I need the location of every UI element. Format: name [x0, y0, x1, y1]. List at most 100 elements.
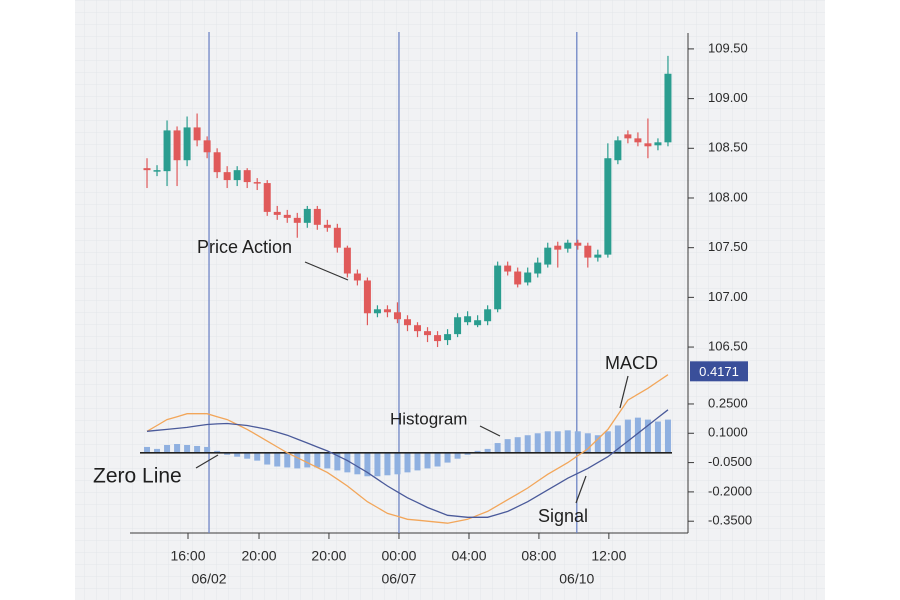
pointer [479, 425, 501, 437]
annotation: Price Action [197, 237, 292, 257]
candle-body [223, 172, 231, 181]
candle-body [584, 245, 592, 258]
histogram-bar [504, 439, 511, 453]
histogram-bar [384, 452, 391, 476]
histogram-bar [634, 417, 641, 453]
histogram-bar [604, 431, 611, 453]
candle-body [143, 168, 151, 171]
x-tick-label: 20:00 [311, 548, 346, 564]
candle-body [654, 142, 662, 146]
histogram-bar [144, 446, 151, 453]
candle-body [313, 208, 321, 225]
candle-body [233, 170, 241, 181]
candle-body [554, 245, 562, 250]
axes: 109.50 109.00 108.50 108.00 107.50 107.00 106.… [170, 40, 752, 586]
candle-body [253, 182, 261, 184]
candle-body [574, 242, 582, 246]
date-label: 06/07 [381, 571, 416, 587]
y-tick-label: 108.50 [708, 140, 748, 155]
histogram-bar [444, 452, 451, 463]
candle-body [504, 265, 512, 272]
histogram-bar [154, 448, 161, 453]
candle-body [514, 271, 522, 285]
x-tick-label: 12:00 [591, 548, 626, 564]
candle-body [664, 73, 672, 143]
histogram-bar [584, 433, 591, 453]
histogram-bar [554, 431, 561, 453]
histogram-bar [424, 452, 431, 469]
candle-body [163, 130, 171, 172]
annotation: Zero Line [93, 465, 182, 488]
candle-body [534, 262, 542, 274]
candle-body [193, 127, 201, 141]
candle-body [283, 214, 291, 218]
y-tick-label: 0.2500 [708, 395, 748, 410]
candle-body [444, 334, 452, 341]
histogram-bar [614, 425, 621, 453]
histogram-bar [484, 448, 491, 453]
candle-body [614, 140, 622, 161]
annotation: Signal [538, 506, 588, 526]
candle-body [343, 247, 351, 274]
indicator-line [146, 409, 669, 518]
candle-body [303, 208, 311, 223]
y-tick-label: 107.00 [708, 289, 748, 304]
histogram-bar [404, 452, 411, 473]
candle-body [594, 254, 602, 258]
candle-body [544, 247, 552, 265]
histogram-bar [544, 431, 551, 453]
histogram-bar [334, 452, 341, 471]
indicator-line [146, 374, 669, 524]
candle-body [393, 312, 401, 320]
histogram-bar [654, 421, 661, 453]
histogram-bar [534, 433, 541, 453]
histogram-bar [224, 452, 231, 455]
histogram-bar [314, 452, 321, 468]
candle-body [263, 183, 271, 212]
histogram-bar [354, 452, 361, 475]
candle-body [424, 331, 432, 336]
candle-body [333, 227, 341, 248]
histogram-bar [574, 431, 581, 453]
pointer [195, 454, 219, 469]
histogram-bar [414, 452, 421, 471]
histogram-bar [464, 452, 471, 455]
candle-body [604, 158, 612, 255]
candle-body [494, 265, 502, 310]
histogram-bar [434, 452, 441, 467]
histogram-bar [264, 452, 271, 465]
y-tick-label: -0.3500 [708, 513, 752, 528]
histogram-bar [194, 445, 201, 453]
histogram-bar [494, 443, 501, 453]
x-tick-label: 20:00 [241, 548, 276, 564]
y-tick-label: 106.50 [708, 338, 748, 353]
candle-body [213, 152, 221, 173]
date-label: 06/02 [192, 571, 227, 587]
candle-body [293, 217, 301, 223]
annotation: MACD [605, 353, 658, 373]
histogram-bar [244, 452, 251, 459]
histogram-bar [664, 419, 671, 453]
histogram-bar [524, 435, 531, 453]
x-tick-label: 08:00 [521, 548, 556, 564]
histogram-bar [624, 419, 631, 453]
candle-body [203, 140, 211, 153]
histogram-bar [324, 452, 331, 469]
histogram-bar [344, 452, 351, 473]
y-tick-label: 109.50 [708, 40, 748, 55]
candle-body [183, 127, 191, 161]
current-value-label: 0.4171 [699, 364, 739, 379]
candle-body [474, 320, 482, 326]
current-value-box [690, 361, 748, 382]
candle-body [644, 143, 652, 147]
candle-body [243, 170, 251, 183]
annotation: Histogram [390, 409, 467, 428]
histogram-bar [214, 450, 221, 453]
marks [140, 55, 672, 524]
histogram-bar [294, 452, 301, 469]
pointer [304, 261, 349, 281]
candle-body [454, 317, 462, 335]
histogram-bar [394, 452, 401, 475]
histogram-bar [164, 445, 171, 453]
